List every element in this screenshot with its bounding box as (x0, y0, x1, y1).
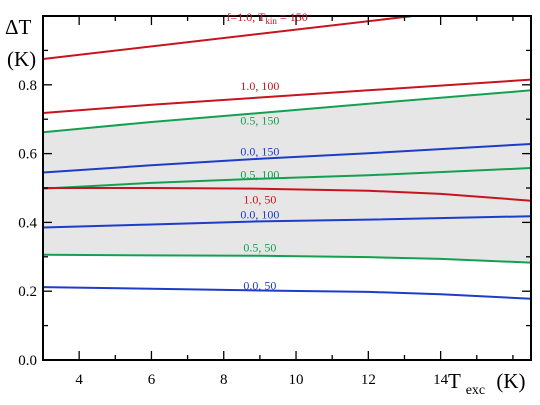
series-line-4 (43, 142, 531, 174)
series-label-9: 0.0, 50 (243, 278, 276, 292)
y-axis-unit: (K) (7, 47, 36, 71)
series-label-text: 0.0, 100 (240, 207, 279, 221)
y-axis-title: ΔT (5, 15, 32, 39)
y-tick-label: 0.8 (18, 78, 37, 94)
series-label-sub: kin (265, 16, 277, 26)
series-label-text: f=1.0, T (227, 10, 267, 24)
series-line-5 (43, 167, 531, 190)
x-axis-title-sub: exc (466, 383, 485, 398)
x-axis-title-unit: (K) (496, 369, 525, 393)
curve-layer (43, 16, 531, 300)
x-tick-label: 8 (220, 372, 228, 388)
series-line-7 (43, 215, 531, 229)
series-label-text: 0.0, 150 (240, 144, 279, 158)
series-label-suffix: = 150 (277, 10, 308, 24)
series-line-1 (43, 16, 422, 60)
y-tick-label: 0.6 (18, 147, 37, 163)
x-axis-title-main: T (448, 369, 461, 393)
series-line-2 (43, 78, 531, 115)
series-line-3 (43, 89, 531, 134)
series-line-6 (43, 187, 531, 202)
series-label-text: 0.0, 50 (243, 278, 276, 292)
x-tick-label: 6 (148, 372, 156, 388)
series-line-9 (43, 286, 531, 300)
x-tick-label: 12 (361, 372, 376, 388)
y-tick-label: 0.4 (18, 215, 37, 231)
x-tick-label: 4 (75, 372, 83, 388)
series-label-2: 1.0, 100 (240, 79, 279, 93)
shaded-band-layer (43, 90, 531, 263)
label-layer: f=1.0, Tkin = 150 1.0, 100 0.5, 150 0.0, 15… (227, 10, 308, 292)
series-label-text: 0.5, 50 (243, 241, 276, 255)
y-tick-label: 0.2 (18, 284, 37, 300)
series-label-3: 0.5, 150 (240, 113, 279, 127)
series-label-text: 0.5, 150 (240, 113, 279, 127)
series-label-7: 0.0, 100 (240, 207, 279, 221)
series-label-1: f=1.0, Tkin = 150 (227, 10, 308, 26)
series-label-text: 1.0, 100 (240, 79, 279, 93)
series-label-8: 0.5, 50 (243, 241, 276, 255)
series-label-4: 0.0, 150 (240, 144, 279, 158)
series-label-6: 1.0, 50 (243, 192, 276, 206)
series-label-text: 0.5, 100 (240, 168, 279, 182)
x-tick-label: 10 (289, 372, 304, 388)
y-tick-label: 0.0 (18, 353, 37, 369)
x-axis-title: T exc (K) (448, 369, 526, 399)
tick-layer: 4 6 8 10 12 14 0.0 0.2 0.4 0.6 0.8 (18, 16, 531, 388)
shaded-band (43, 90, 531, 263)
series-label-text: 1.0, 50 (243, 192, 276, 206)
x-tick-label: 14 (433, 372, 449, 388)
series-line-8 (43, 253, 531, 264)
series-label-5: 0.5, 100 (240, 168, 279, 182)
